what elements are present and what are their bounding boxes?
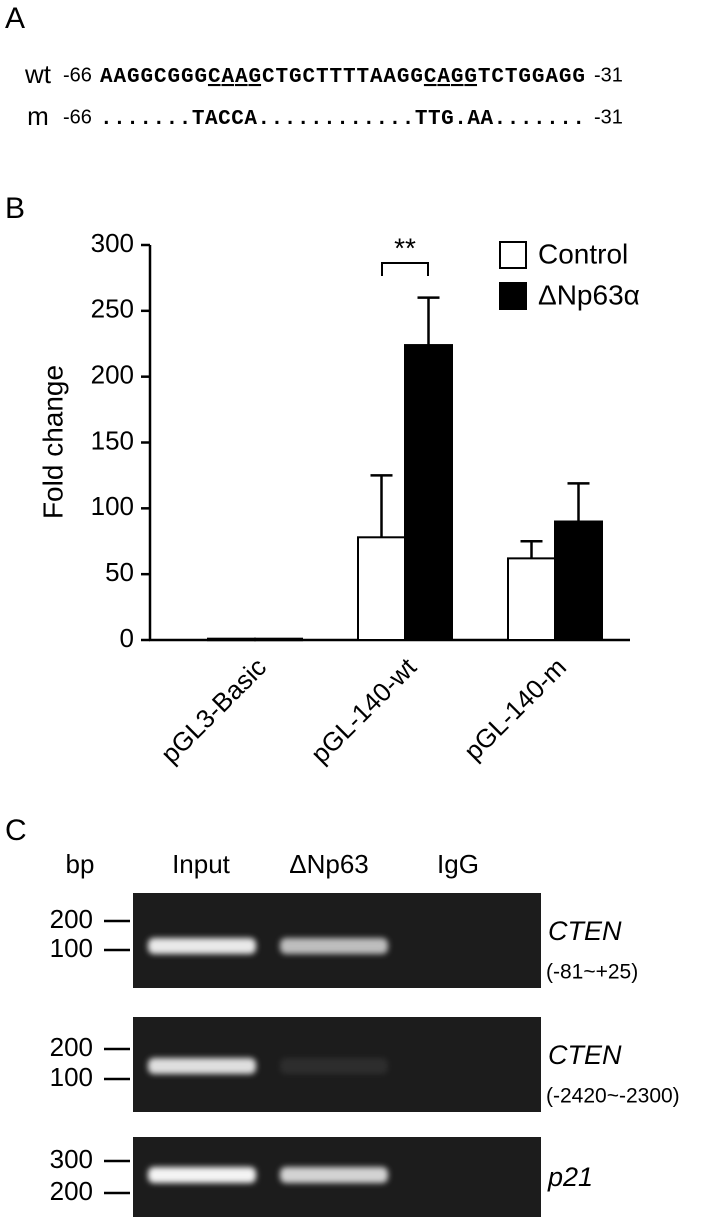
- sequence: AAGGCGGGCAAGCTGCTTTTAAGGCAGGTCTGGAGG: [100, 66, 585, 89]
- marker-label: 200: [50, 904, 93, 934]
- y-tick-label: 0: [120, 623, 134, 653]
- gene-name: p21: [547, 1162, 593, 1192]
- error-bar: [567, 482, 590, 522]
- size-unit: bp: [66, 849, 95, 879]
- end-position: -31: [594, 106, 623, 128]
- gel-band: [148, 938, 256, 954]
- gel-band: [280, 938, 388, 954]
- start-position: -66: [63, 64, 92, 86]
- bar: [554, 520, 603, 641]
- sequence-segment: TCTGGAGG: [478, 66, 585, 89]
- x-tick-label: pGL3-Basic: [155, 652, 272, 769]
- marker-label: 100: [50, 1062, 93, 1092]
- sequence-segment: CTGCTTTTAAGG: [262, 66, 423, 89]
- y-tick-label: 150: [91, 425, 134, 455]
- gel-band: [148, 1167, 256, 1183]
- sequence-segment: AAGGCGGG: [100, 66, 207, 89]
- panel-label: C: [5, 814, 27, 847]
- y-tick-label: 250: [91, 294, 134, 324]
- lane-label: IgG: [437, 849, 479, 879]
- error-bar: [417, 296, 440, 346]
- gene-name: CTEN: [548, 916, 622, 946]
- y-axis-label: Fold change: [37, 365, 68, 519]
- sequence-panel: wt -66 AAGGCGGGCAAGCTGCTTTTAAGGCAGGTCTGGAG…: [24, 59, 623, 131]
- sequence: .......TACCA............TTG.AA.......: [100, 108, 585, 131]
- y-tick-label: 300: [91, 228, 134, 258]
- x-tick-label: pGL-140-wt: [305, 651, 423, 769]
- row-name: wt: [24, 59, 52, 89]
- bar: [254, 637, 303, 642]
- marker-label: 300: [50, 1144, 93, 1174]
- legend-swatch: [499, 241, 527, 269]
- lane-label: Input: [172, 849, 231, 879]
- error-bar: [520, 540, 543, 559]
- sequence-segment: .......TACCA............TTG.AA.......: [100, 108, 585, 131]
- bar: [507, 557, 556, 641]
- marker-label: 200: [50, 1176, 93, 1206]
- sequence-segment: CAGG: [424, 66, 477, 89]
- bar-chart: 0 50 100 150 200 250 300 pGL3-Basic pGL-140-wt pG…: [91, 228, 640, 769]
- sequence-segment: CAAG: [208, 66, 261, 89]
- bar: [357, 536, 406, 641]
- gel-band: [148, 1058, 256, 1074]
- y-tick-label: 50: [105, 557, 134, 587]
- gel-band: [280, 1058, 388, 1074]
- bar: [207, 637, 256, 642]
- legend-swatch: [499, 282, 527, 310]
- row-name: m: [27, 101, 49, 131]
- start-position: -66: [63, 106, 92, 128]
- gel-band: [280, 1167, 388, 1183]
- gel-panel: Input ΔNp63 IgG200100CTEN(-81~+25)200100CT…: [50, 849, 680, 1217]
- region: (-2420~-2300): [546, 1085, 680, 1108]
- marker-label: 200: [50, 1032, 93, 1062]
- lane-label: ΔNp63: [289, 849, 369, 879]
- end-position: -31: [594, 64, 623, 86]
- panel-label: B: [5, 192, 25, 225]
- annotation: **: [394, 232, 416, 263]
- significance-bracket: [381, 262, 429, 276]
- gene-name: CTEN: [548, 1040, 622, 1070]
- marker-label: 100: [50, 933, 93, 963]
- error-bar: [370, 474, 393, 538]
- y-tick-label: 200: [91, 360, 134, 390]
- region: (-81~+25): [546, 961, 638, 984]
- legend-label: Control: [538, 238, 628, 269]
- y-tick-label: 100: [91, 491, 134, 521]
- legend-label: ΔNp63α: [538, 279, 640, 310]
- panel-label: A: [5, 2, 25, 35]
- bar: [404, 344, 453, 641]
- x-tick-label: pGL-140-m: [458, 652, 572, 766]
